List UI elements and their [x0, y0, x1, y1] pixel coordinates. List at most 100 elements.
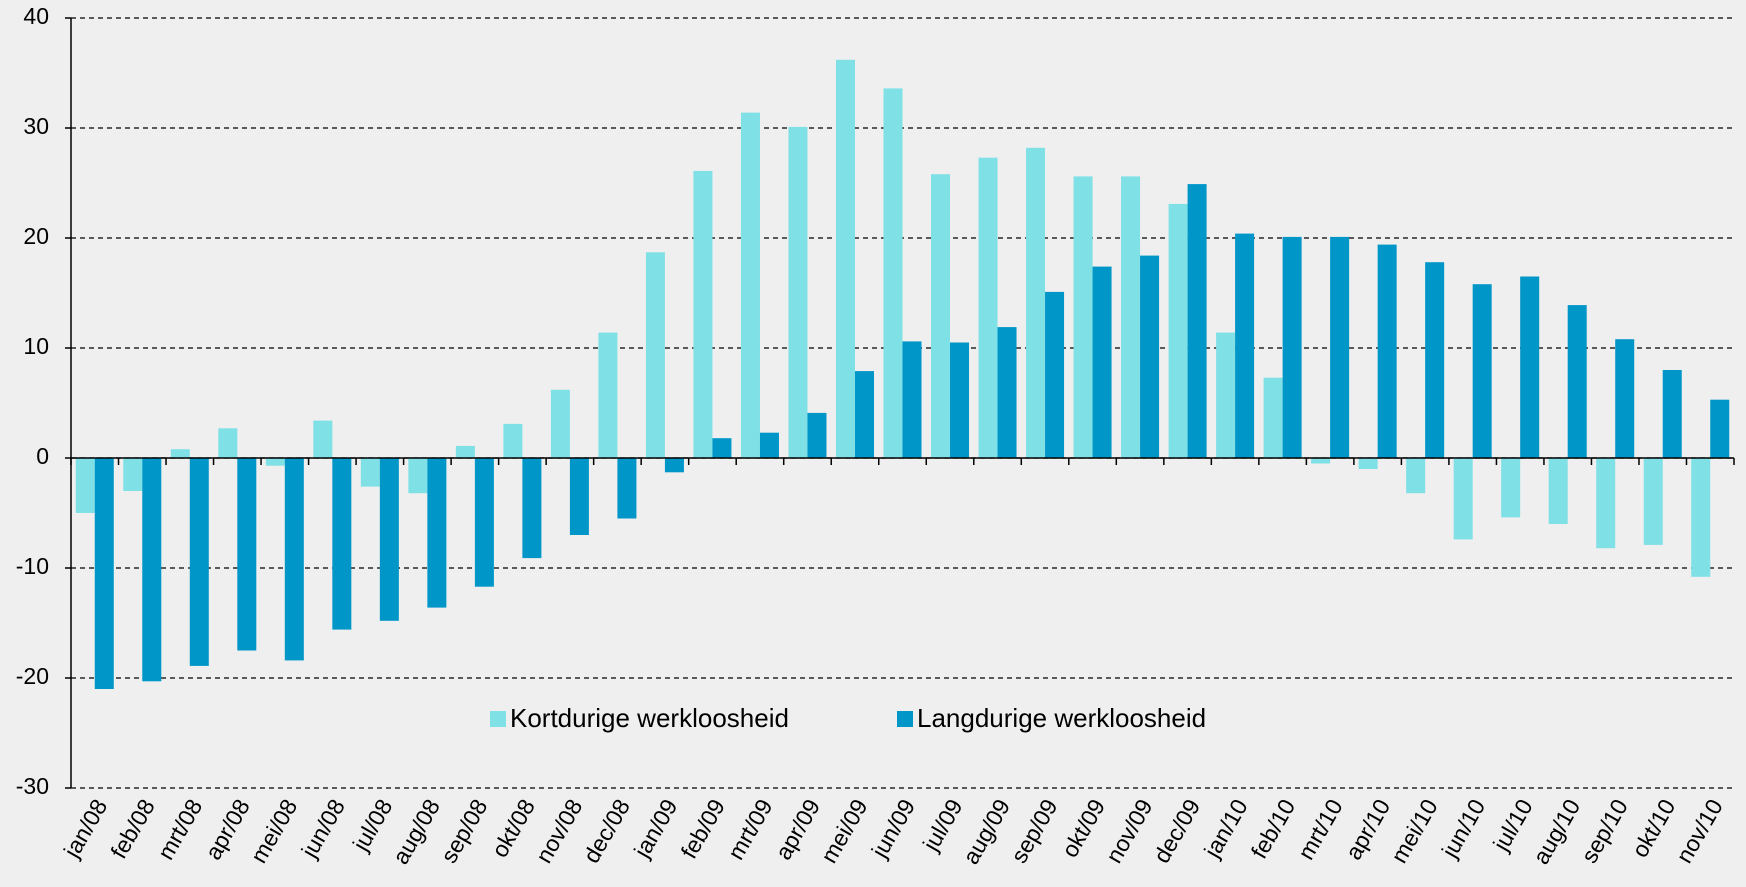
x-tick-label: feb/08	[105, 795, 159, 863]
bar	[360, 458, 380, 487]
bar	[598, 332, 618, 458]
bar	[1548, 458, 1568, 524]
bar	[788, 126, 808, 459]
legend-label: Kortdurige werkloosheid	[510, 703, 789, 733]
bar	[1406, 458, 1426, 494]
bar	[94, 458, 114, 689]
bar	[835, 59, 855, 459]
bar	[522, 458, 542, 559]
bar	[693, 170, 713, 458]
bar	[503, 423, 523, 458]
bar	[997, 327, 1017, 458]
x-tick-label: feb/10	[1246, 795, 1300, 863]
bar	[1073, 176, 1093, 458]
x-tick-label: mei/08	[245, 795, 302, 868]
bar	[474, 458, 494, 587]
bar	[931, 174, 951, 458]
bar	[902, 341, 922, 458]
bar	[1472, 284, 1492, 458]
x-tick-label: mei/09	[816, 795, 873, 868]
bar	[1377, 244, 1397, 458]
bar	[1596, 458, 1616, 549]
x-tick-label: jul/09	[917, 795, 968, 856]
bar	[1643, 458, 1663, 545]
x-tick-label: jan/10	[1198, 795, 1252, 863]
y-tick-label: 0	[36, 443, 49, 469]
bar	[1520, 276, 1540, 458]
bar	[550, 389, 570, 458]
bar	[759, 432, 779, 458]
x-tick-label: sep/10	[1576, 795, 1633, 868]
bar	[1311, 458, 1331, 464]
bar	[1691, 458, 1711, 577]
x-tick-label: jan/09	[628, 795, 682, 863]
bar	[189, 458, 209, 666]
bar	[950, 342, 970, 458]
bar	[123, 458, 143, 491]
bar	[617, 458, 637, 519]
x-tick-label: sep/09	[1006, 795, 1063, 868]
bar	[1187, 184, 1207, 458]
y-tick-label: 40	[23, 3, 49, 29]
bar	[1026, 147, 1046, 459]
x-tick-label: nov/09	[1101, 795, 1158, 868]
legend-swatch	[897, 711, 913, 727]
bar	[170, 449, 190, 458]
x-tick-label: mei/10	[1386, 795, 1443, 868]
bar	[332, 458, 352, 630]
x-tick-label: dec/09	[1148, 795, 1205, 868]
bar	[1282, 236, 1302, 458]
bar	[1567, 305, 1587, 458]
x-tick-label: jul/10	[1487, 795, 1538, 856]
bar	[712, 438, 732, 458]
x-tick-label: jun/08	[296, 795, 350, 863]
bar	[807, 412, 827, 458]
x-tick-label: dec/08	[578, 795, 635, 868]
bar	[1168, 203, 1188, 458]
x-tick-label: jan/08	[58, 795, 112, 863]
x-tick-label: nov/10	[1671, 795, 1728, 868]
x-tick-label: jun/09	[866, 795, 920, 863]
y-tick-label: -20	[16, 663, 49, 689]
bar	[142, 458, 162, 682]
bar	[265, 458, 285, 466]
bar	[218, 428, 238, 458]
y-tick-label: 20	[23, 223, 49, 249]
legend-swatch	[490, 711, 506, 727]
bar	[237, 458, 257, 651]
x-tick-label: jul/08	[347, 795, 398, 856]
bar	[313, 420, 333, 458]
bar	[1501, 458, 1521, 518]
bar	[1453, 458, 1473, 540]
bar	[978, 157, 998, 458]
bar	[1710, 399, 1730, 458]
bar	[569, 458, 589, 535]
x-tick-label: mrt/09	[722, 795, 777, 864]
bar	[1425, 262, 1445, 458]
bar	[1092, 266, 1112, 458]
legend-label: Langdurige werkloosheid	[917, 703, 1206, 733]
y-tick-label: -30	[16, 773, 49, 799]
bar	[427, 458, 447, 608]
y-tick-label: 30	[23, 113, 49, 139]
bar	[379, 458, 399, 621]
bar	[1121, 176, 1141, 458]
bar	[1263, 377, 1283, 458]
bar	[1662, 370, 1682, 458]
bar	[408, 458, 428, 494]
bar	[1235, 233, 1255, 458]
bar	[1045, 291, 1065, 458]
bar	[883, 88, 903, 459]
x-tick-label: aug/10	[1528, 795, 1586, 869]
bar	[1615, 339, 1635, 458]
bar	[1330, 236, 1350, 458]
x-tick-label: sep/08	[435, 795, 492, 868]
bar	[664, 458, 684, 473]
x-tick-label: aug/08	[387, 795, 445, 869]
bar	[284, 458, 304, 661]
x-tick-label: mrt/08	[152, 795, 207, 864]
bar	[75, 458, 95, 513]
x-tick-label: aug/09	[957, 795, 1015, 869]
bar	[1216, 332, 1236, 458]
